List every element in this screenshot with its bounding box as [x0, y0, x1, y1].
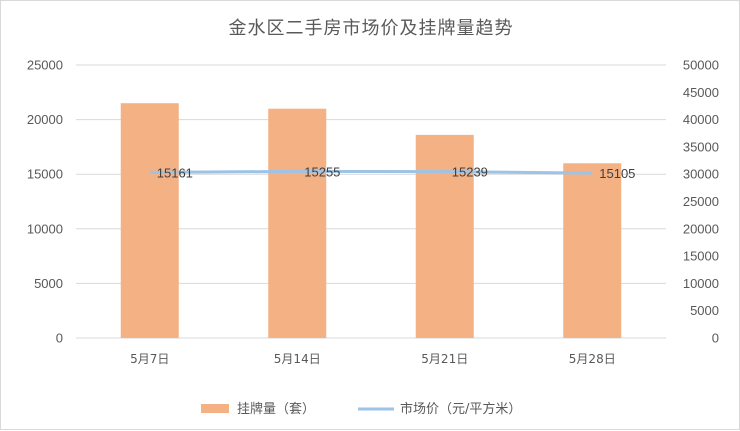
- bar: [268, 108, 327, 339]
- data-label: 15105: [599, 166, 635, 181]
- legend-bar-label: 挂牌量（套）: [237, 401, 315, 417]
- right-tick-label: 0: [712, 331, 719, 346]
- left-tick-label: 15000: [27, 167, 63, 182]
- right-tick-label: 45000: [683, 85, 719, 100]
- right-tick-label: 20000: [683, 221, 719, 236]
- category-label: 5月7日: [130, 352, 169, 366]
- bar: [120, 103, 179, 338]
- right-tick-label: 30000: [683, 167, 719, 182]
- right-tick-label: 35000: [683, 139, 719, 154]
- left-tick-label: 0: [56, 331, 63, 346]
- right-tick-label: 40000: [683, 112, 719, 127]
- left-tick-label: 5000: [34, 276, 63, 291]
- left-tick-label: 20000: [27, 112, 63, 127]
- left-tick-label: 25000: [27, 58, 63, 73]
- category-axis: 5月7日 5月14日 5月21日 5月28日: [130, 352, 616, 366]
- legend-line-label: 市场价（元/平方米）: [400, 401, 521, 417]
- bar: [563, 163, 622, 338]
- right-tick-label: 50000: [683, 58, 719, 73]
- right-tick-label: 15000: [683, 249, 719, 264]
- right-tick-label: 5000: [690, 303, 719, 318]
- data-label: 15255: [304, 164, 340, 179]
- category-label: 5月14日: [274, 352, 321, 366]
- bar-series: [120, 103, 622, 339]
- right-tick-label: 25000: [683, 194, 719, 209]
- line-path: [149, 169, 593, 175]
- category-label: 5月28日: [569, 352, 616, 366]
- right-tick-label: 10000: [683, 276, 719, 291]
- data-label: 15161: [157, 165, 193, 180]
- data-label: 15239: [452, 165, 488, 180]
- legend-bar-swatch: [201, 404, 229, 413]
- right-axis: 0 5000 10000 15000 20000 25000 30000 35000 40000…: [683, 58, 719, 346]
- bar: [415, 134, 474, 338]
- line-series: [149, 169, 593, 175]
- chart-title: 金水区二手房市场价及挂牌量趋势: [229, 18, 514, 39]
- left-axis: 0 5000 10000 15000 20000 25000: [27, 58, 63, 346]
- category-label: 5月21日: [421, 352, 468, 366]
- data-labels: 15161 15255 15239 15105: [157, 164, 636, 181]
- left-tick-label: 10000: [27, 221, 63, 236]
- legend: 挂牌量（套） 市场价（元/平方米）: [201, 401, 521, 417]
